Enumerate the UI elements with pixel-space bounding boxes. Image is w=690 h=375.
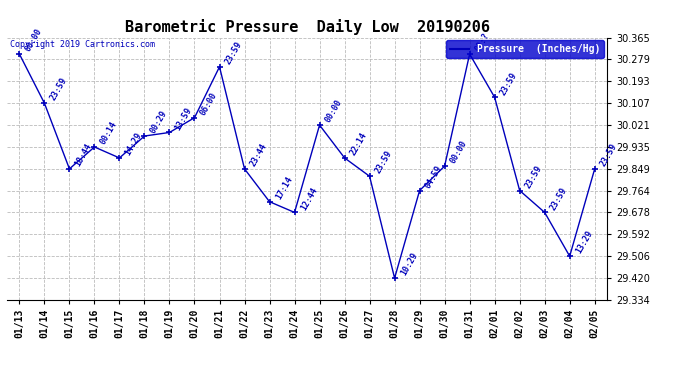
- Text: 23:59: 23:59: [48, 76, 69, 102]
- Text: 18:44: 18:44: [74, 142, 94, 168]
- Text: 04:59: 04:59: [424, 164, 444, 190]
- Text: 00:14: 00:14: [99, 120, 119, 146]
- Text: 10:29: 10:29: [399, 251, 419, 278]
- Text: 23:59: 23:59: [549, 186, 569, 211]
- Text: 00:00: 00:00: [324, 98, 344, 124]
- Text: 00:29: 00:29: [148, 109, 169, 135]
- Text: 23:59: 23:59: [599, 142, 619, 168]
- Text: 00:?: 00:?: [474, 32, 491, 53]
- Text: 12:44: 12:44: [299, 186, 319, 211]
- Text: 23:59: 23:59: [224, 40, 244, 66]
- Legend: Pressure  (Inches/Hg): Pressure (Inches/Hg): [446, 40, 604, 58]
- Text: 17:14: 17:14: [274, 175, 294, 201]
- Text: 00:00: 00:00: [448, 139, 469, 165]
- Text: 13:59: 13:59: [174, 105, 194, 132]
- Text: 22:14: 22:14: [348, 131, 369, 157]
- Text: 23:59: 23:59: [524, 164, 544, 190]
- Text: 23:59: 23:59: [374, 149, 394, 176]
- Text: 00:00: 00:00: [23, 27, 44, 53]
- Text: 06:00: 06:00: [199, 91, 219, 117]
- Text: Copyright 2019 Cartronics.com: Copyright 2019 Cartronics.com: [10, 40, 155, 49]
- Text: 14:29: 14:29: [124, 131, 144, 157]
- Text: 23:59: 23:59: [499, 70, 519, 96]
- Title: Barometric Pressure  Daily Low  20190206: Barometric Pressure Daily Low 20190206: [125, 19, 489, 35]
- Text: 23:44: 23:44: [248, 142, 269, 168]
- Text: 13:29: 13:29: [574, 229, 594, 255]
